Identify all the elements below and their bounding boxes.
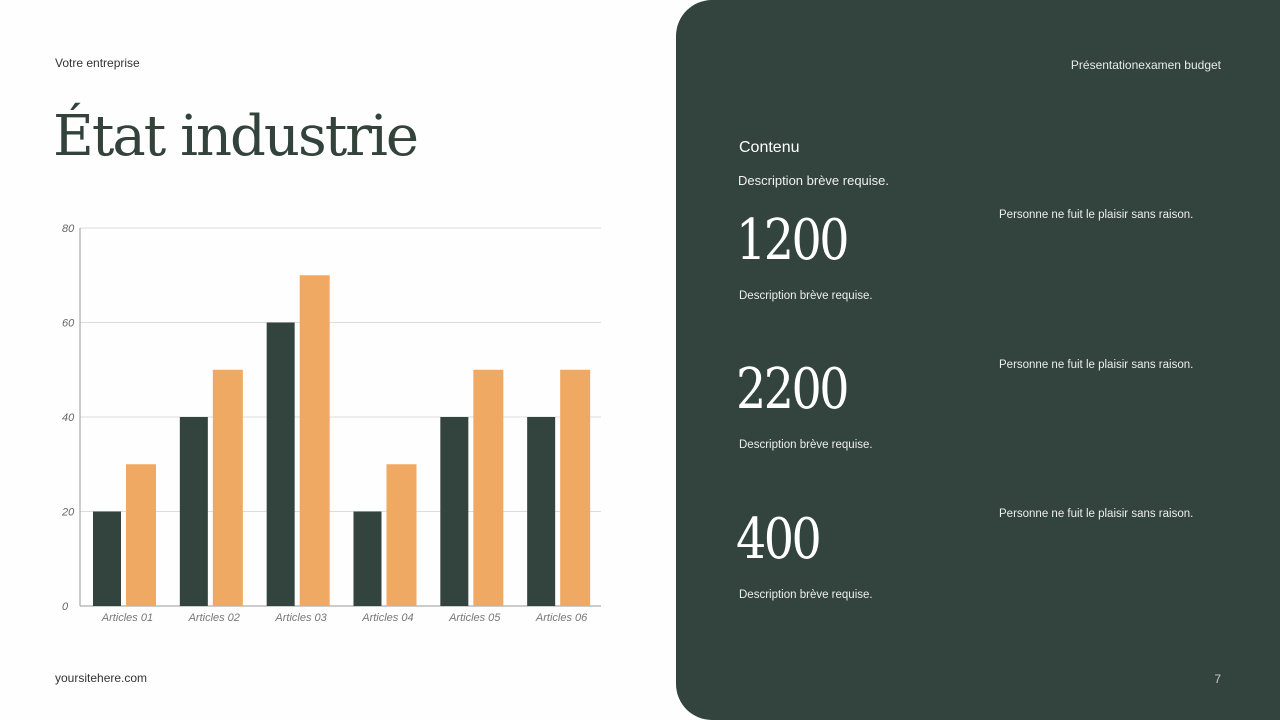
y-tick-label: 40 xyxy=(62,412,75,424)
x-tick-label: Articles 06 xyxy=(535,612,588,624)
content-description: Description brève requise. xyxy=(738,173,890,188)
bar xyxy=(527,417,556,606)
page-number: 7 xyxy=(1214,672,1221,686)
y-tick-label: 60 xyxy=(62,318,75,330)
y-tick-label: 20 xyxy=(61,507,75,519)
y-tick-label: 80 xyxy=(62,223,75,235)
x-tick-label: Articles 03 xyxy=(274,612,327,624)
y-tick-label: 0 xyxy=(62,601,69,613)
bar xyxy=(473,369,504,606)
stat-value: 400 xyxy=(736,507,822,572)
website-link[interactable]: yoursitehere.com xyxy=(55,671,148,685)
stat-description: Description brève requise. xyxy=(739,589,873,601)
bar xyxy=(179,417,208,606)
stat-value: 1200 xyxy=(736,208,849,273)
bar xyxy=(266,322,295,606)
x-tick-label: Articles 02 xyxy=(188,612,240,624)
stat-quote: Personne ne fuit le plaisir sans raison. xyxy=(999,508,1194,520)
content-panel xyxy=(676,0,1280,720)
presentation-title: Présentationexamen budget xyxy=(1070,58,1221,72)
company-name: Votre entreprise xyxy=(55,56,140,70)
bar xyxy=(353,511,382,606)
bar xyxy=(126,464,156,606)
page-title: État industrie xyxy=(53,104,419,169)
x-tick-label: Articles 01 xyxy=(101,612,153,624)
bar xyxy=(386,464,417,606)
x-tick-label: Articles 05 xyxy=(448,612,501,624)
stat-quote: Personne ne fuit le plaisir sans raison. xyxy=(999,209,1194,221)
bar-chart: 0 20 40 60 80 Articles 01 Articles 02 Articles … xyxy=(61,223,601,624)
content-heading: Contenu xyxy=(739,139,800,156)
bar xyxy=(440,417,469,606)
x-tick-label: Articles 04 xyxy=(361,612,413,624)
stat-description: Description brève requise. xyxy=(739,439,873,451)
stat-value: 2200 xyxy=(736,357,849,422)
bar xyxy=(560,369,591,606)
stat-quote: Personne ne fuit le plaisir sans raison. xyxy=(999,359,1194,371)
bar xyxy=(212,369,243,606)
bar xyxy=(299,275,330,606)
bar xyxy=(93,511,121,606)
stat-description: Description brève requise. xyxy=(739,290,873,302)
